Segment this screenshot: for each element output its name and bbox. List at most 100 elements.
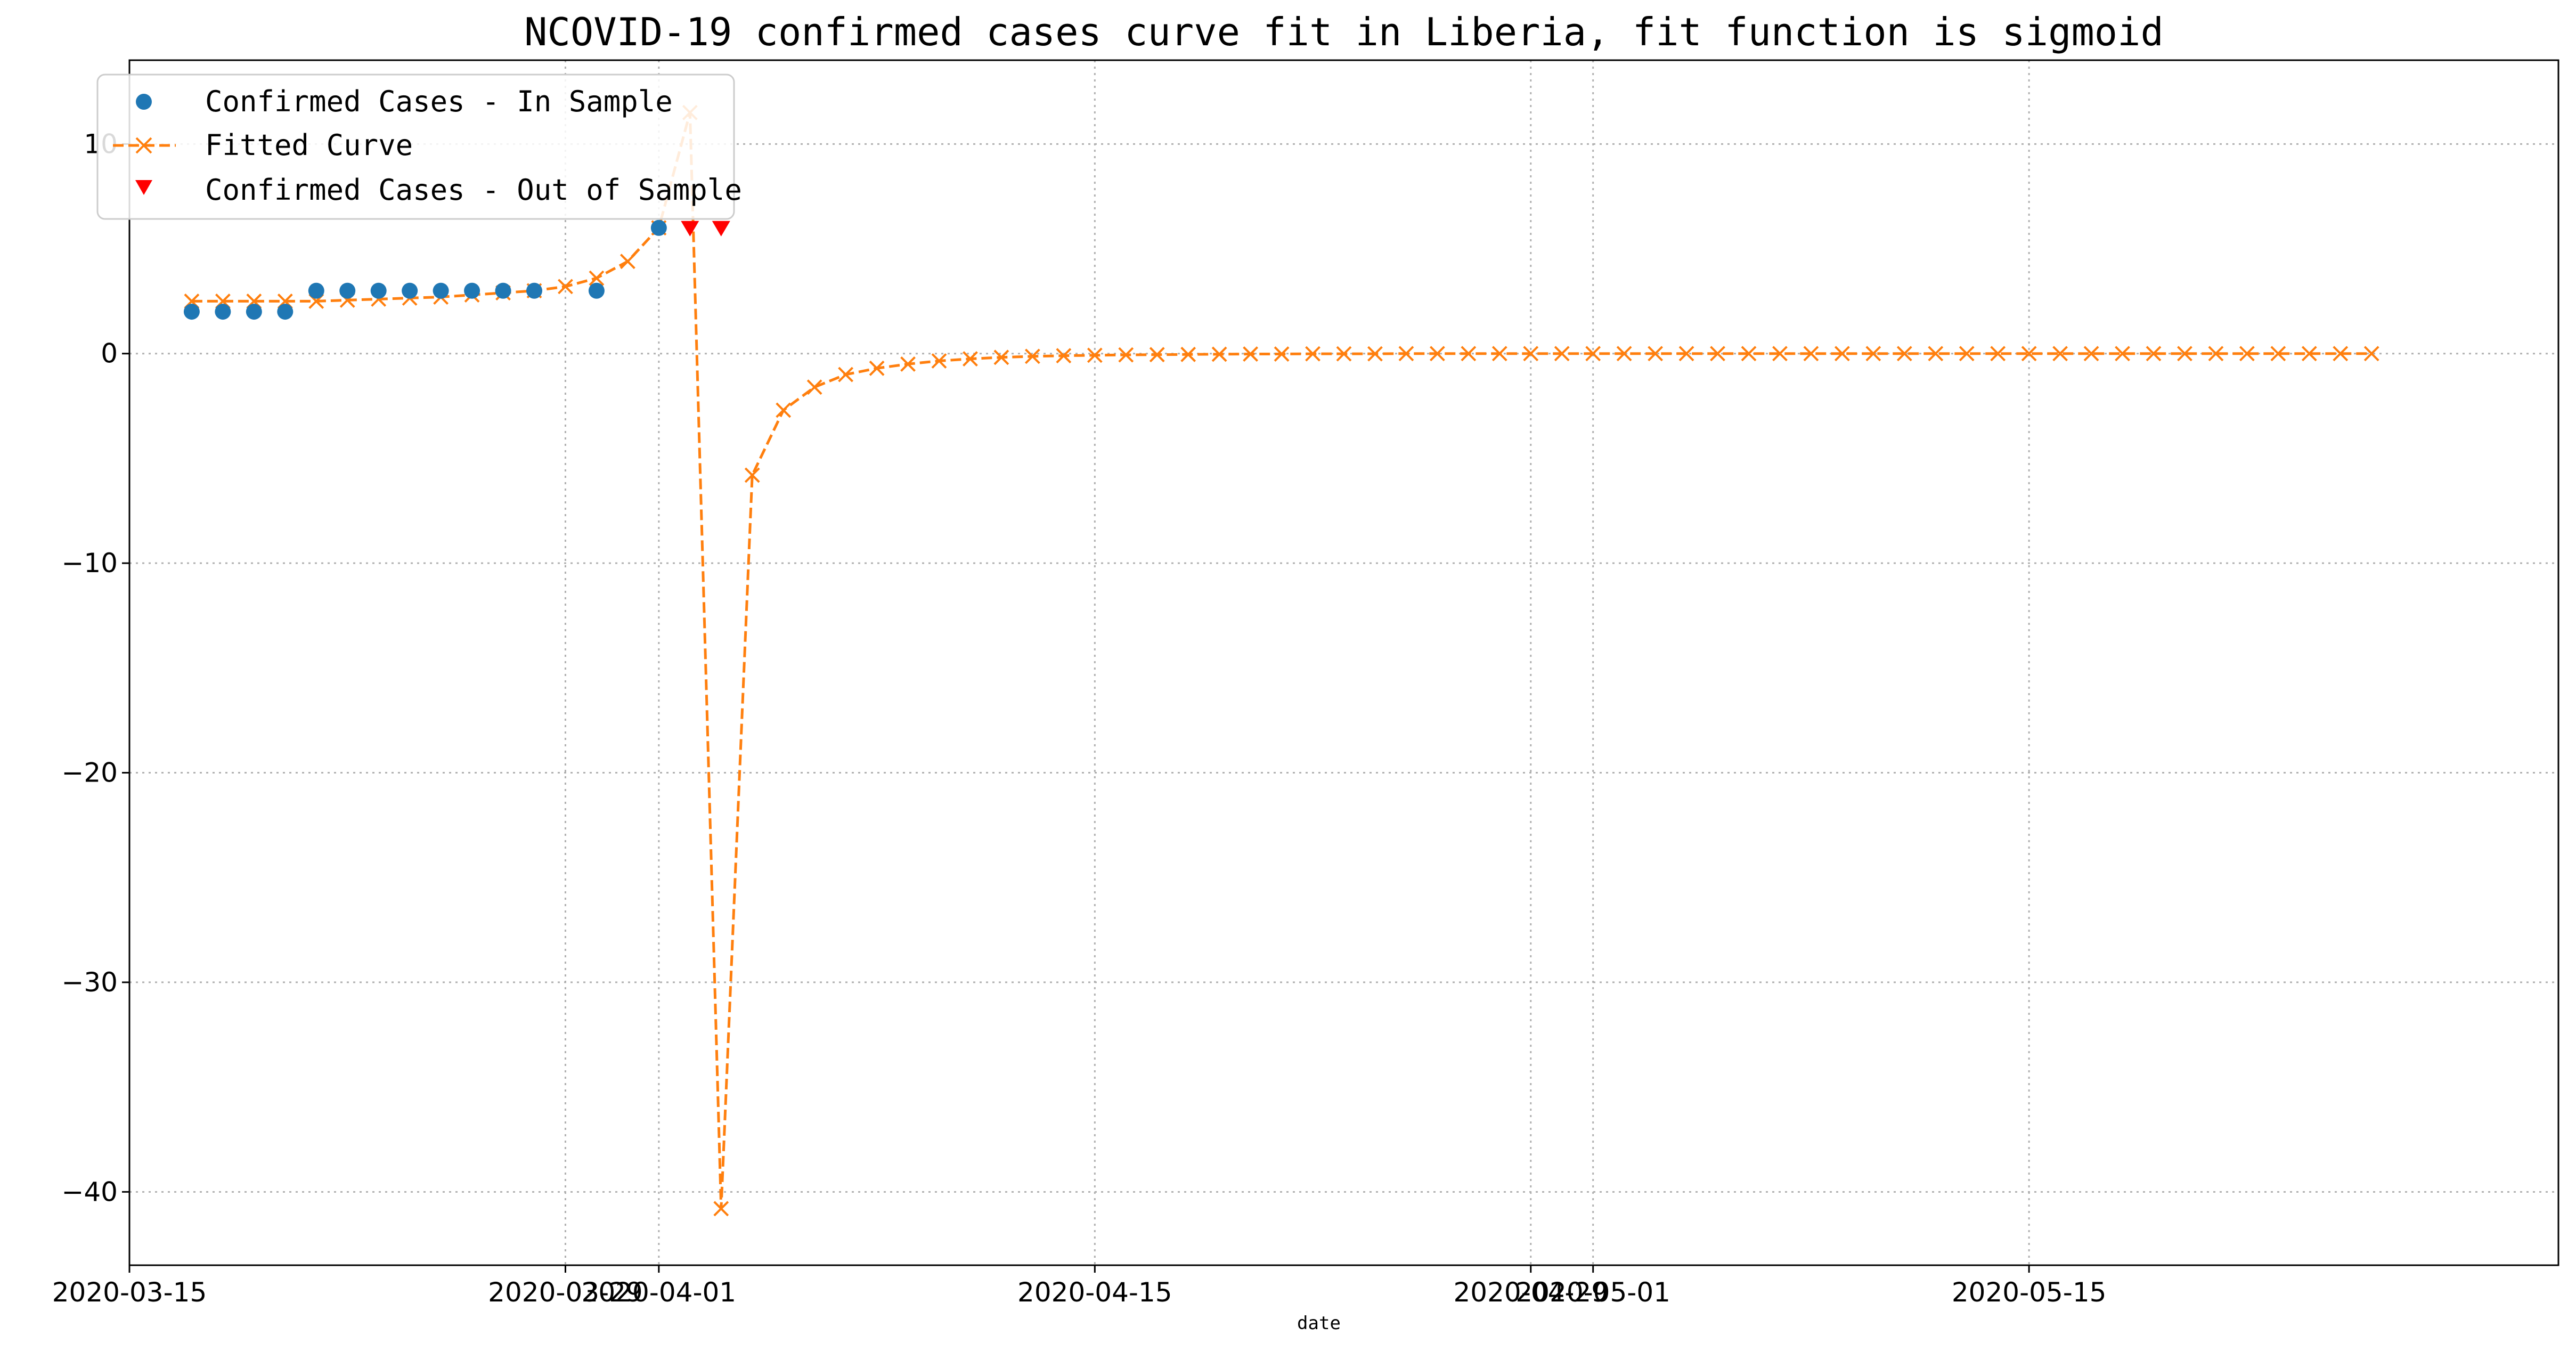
fitted-curve-point xyxy=(1678,346,1694,362)
fitted-curve-point xyxy=(2301,346,2317,362)
fitted-curve-point xyxy=(1928,346,1944,362)
fitted-curve-point xyxy=(1056,348,1072,364)
fitted-curve-point xyxy=(589,270,605,286)
fitted-curve-point xyxy=(1710,346,1725,362)
fitted-curve-point xyxy=(776,402,792,418)
fitted-curve-point xyxy=(1648,346,1664,362)
in-sample-point xyxy=(526,282,542,299)
legend-marker-out-of-sample xyxy=(135,180,152,195)
fitted-curve-point xyxy=(1461,346,1477,362)
fitted-curve-point xyxy=(2239,346,2255,362)
y-tick-label: −40 xyxy=(61,1176,118,1207)
fitted-curve-point xyxy=(1990,346,2006,362)
scatter-series xyxy=(183,219,730,320)
in-sample-point xyxy=(464,282,480,299)
fitted-curve-point xyxy=(744,467,760,483)
fitted-curve-point xyxy=(1367,346,1383,362)
x-axis-label: date xyxy=(1297,1313,1341,1334)
fitted-curve-point xyxy=(1211,346,1227,362)
x-tick-label: 2020-05-01 xyxy=(1515,1277,1670,1308)
fitted-curve-point xyxy=(1554,346,1570,362)
fitted-curve-point xyxy=(1274,346,1290,362)
fitted-curve-point xyxy=(1149,347,1165,363)
fitted-curve-point xyxy=(2021,346,2037,362)
fitted-curve-point xyxy=(1305,346,1320,362)
x-tick-label: 2020-03-15 xyxy=(52,1277,207,1308)
in-sample-point xyxy=(183,304,200,320)
fitted-curve-point xyxy=(1959,346,1975,362)
x-tick-label: 2020-04-29 xyxy=(1453,1277,1608,1308)
fitted-curve-point xyxy=(806,379,822,395)
legend-label-in-sample: Confirmed Cases - In Sample xyxy=(205,85,673,118)
plot-area-frame xyxy=(128,59,2559,1266)
fitted-curve-point xyxy=(2208,346,2224,362)
fitted-curve-point xyxy=(838,367,854,382)
fitted-curve-point xyxy=(1865,346,1881,362)
in-sample-point xyxy=(650,219,667,236)
fitted-curve-point xyxy=(1243,346,1259,362)
x-tick-label: 2020-04-15 xyxy=(1017,1277,1172,1308)
fitted-curve-point xyxy=(1429,346,1445,362)
x-tick-label: 2020-05-15 xyxy=(1952,1277,2107,1308)
fitted-curve-point xyxy=(1024,348,1040,364)
fitted-curve-point xyxy=(558,279,573,295)
fitted-curve-point xyxy=(1180,346,1196,362)
fitted-curve-point xyxy=(2083,346,2099,362)
out-of-sample-point xyxy=(681,221,699,237)
fitted-curve-point xyxy=(1336,346,1352,362)
in-sample-point xyxy=(402,282,418,299)
fitted-curve-point xyxy=(1523,346,1539,362)
legend: Confirmed Cases - In Sample Fitted Curve… xyxy=(96,74,742,220)
y-tick-label: −20 xyxy=(61,758,118,788)
fitted-curve-point xyxy=(1803,346,1819,362)
fitted-curve-point xyxy=(993,349,1009,365)
fitted-curve-point xyxy=(1087,347,1103,363)
in-sample-point xyxy=(433,282,449,299)
in-sample-point xyxy=(588,282,605,299)
fitted-curve-point xyxy=(1491,346,1507,362)
fitted-curve-point xyxy=(869,360,885,376)
fitted-curve-point xyxy=(1772,346,1788,362)
fitted-curve-point xyxy=(713,1201,729,1217)
out-of-sample-point xyxy=(712,221,730,237)
in-sample-point xyxy=(339,282,356,299)
fitted-curve-point xyxy=(963,351,978,367)
chart-title: NCOVID-19 confirmed cases curve fit in L… xyxy=(524,10,2164,54)
in-sample-point xyxy=(308,282,324,299)
fitted-curve-point xyxy=(2052,346,2068,362)
fitted-curve-point xyxy=(2333,346,2349,362)
y-tick-label: 0 xyxy=(101,338,118,369)
fitted-curve-point xyxy=(1585,346,1601,362)
fitted-curve-point xyxy=(931,353,947,369)
fitted-curve-point xyxy=(1741,346,1757,362)
fitted-curve-point xyxy=(900,356,916,372)
fitted-curve-point xyxy=(619,254,635,270)
fitted-curve-point xyxy=(2146,346,2162,362)
fitted-curve-point xyxy=(1834,346,1850,362)
legend-label-out-of-sample: Confirmed Cases - Out of Sample xyxy=(205,173,742,207)
fitted-curve-point xyxy=(1118,347,1134,363)
fitted-curve-point xyxy=(2363,346,2379,362)
in-sample-point xyxy=(495,282,511,299)
legend-label-fitted-curve: Fitted Curve xyxy=(205,128,413,162)
legend-marker-fitted-x xyxy=(135,137,152,154)
fitted-curve-point xyxy=(2270,346,2286,362)
y-tick-label: −10 xyxy=(61,548,118,579)
in-sample-point xyxy=(370,282,387,299)
fitted-curve-point xyxy=(1398,346,1414,362)
in-sample-point xyxy=(246,304,262,320)
fitted-curve-point xyxy=(2115,346,2130,362)
fitted-curve-point xyxy=(1896,346,1912,362)
legend-marker-in-sample xyxy=(136,94,152,110)
in-sample-point xyxy=(215,304,231,320)
fitted-curve-point xyxy=(1616,346,1632,362)
x-tick-label: 2020-04-01 xyxy=(582,1277,737,1308)
in-sample-point xyxy=(277,304,294,320)
fitted-curve-point xyxy=(2177,346,2192,362)
y-tick-label: −30 xyxy=(61,967,118,998)
legend-frame xyxy=(96,74,735,220)
x-tick-label: 2020-03-29 xyxy=(488,1277,643,1308)
